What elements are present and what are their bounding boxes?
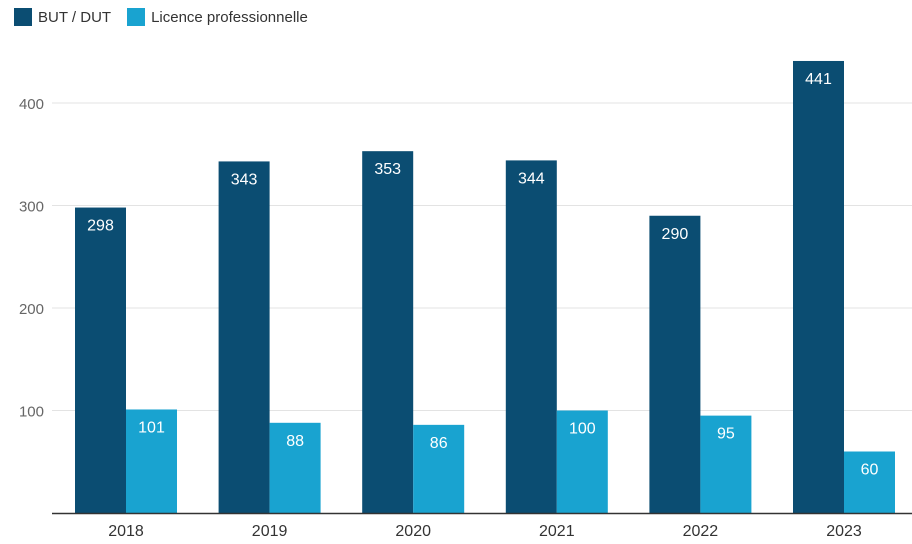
legend-item-but-dut: BUT / DUT: [14, 8, 111, 26]
y-tick-label-200: 200: [19, 301, 44, 318]
x-tick-label-2022: 2022: [683, 523, 719, 539]
bar-but-dut-2021: [505, 160, 557, 513]
data-label-licence-pro-2020: 86: [430, 435, 448, 452]
bar-but-dut-2018: [75, 207, 126, 514]
legend-label-but-dut: BUT / DUT: [38, 8, 112, 26]
bars: [75, 60, 895, 514]
bar-but-dut-2020: [362, 151, 414, 514]
data-label-but-dut-2018: 298: [87, 218, 114, 235]
x-tick-label-2023: 2023: [826, 523, 862, 539]
data-label-licence-pro-2021: 100: [569, 421, 596, 438]
data-label-licence-pro-2019: 88: [286, 433, 304, 450]
data-label-but-dut-2020: 353: [374, 161, 401, 178]
x-tick-label-2018: 2018: [108, 523, 144, 539]
data-label-but-dut-2019: 343: [231, 171, 258, 188]
bar-licence-pro-2019: [269, 422, 321, 513]
x-tick-label-2020: 2020: [395, 523, 431, 539]
y-tick-label-100: 100: [19, 404, 44, 421]
data-label-licence-pro-2018: 101: [138, 419, 165, 436]
data-labels: 298 101 343 88 353 86 344 100 290 95 441 60: [87, 71, 878, 479]
bar-licence-pro-2018: [126, 409, 177, 513]
x-tick-label-2021: 2021: [539, 523, 575, 539]
bar-but-dut-2019: [218, 161, 270, 514]
y-tick-label-300: 300: [19, 199, 44, 216]
grid-lines: [52, 102, 912, 411]
data-label-but-dut-2023: 441: [805, 71, 832, 88]
legend-swatch-but-dut: [14, 8, 32, 26]
legend-swatch-licence-pro: [127, 8, 146, 26]
data-label-but-dut-2021: 344: [518, 170, 545, 187]
data-label-licence-pro-2023: 60: [861, 462, 879, 479]
data-label-licence-pro-2022: 95: [717, 426, 735, 443]
y-axis-ticks: 100 200 300 400: [19, 96, 44, 421]
bar-but-dut-2023: [793, 60, 844, 513]
bar-licence-pro-2020: [413, 424, 465, 513]
y-tick-label-400: 400: [19, 96, 44, 113]
x-axis-ticks: 2018 2019 2020 2021 2022 2023: [108, 523, 862, 540]
bar-but-dut-2022: [649, 215, 701, 513]
x-tick-label-2019: 2019: [252, 523, 288, 539]
legend-label-licence-pro: Licence professionnelle: [151, 8, 308, 26]
legend-item-licence-pro: Licence professionnelle: [127, 8, 308, 26]
data-label-but-dut-2022: 290: [662, 226, 689, 243]
legend: BUT / DUT Licence professionnelle: [14, 8, 324, 26]
bar-licence-pro-2022: [700, 415, 752, 513]
bar-licence-pro-2021: [556, 410, 608, 513]
bar-licence-pro-2023: [844, 451, 895, 513]
